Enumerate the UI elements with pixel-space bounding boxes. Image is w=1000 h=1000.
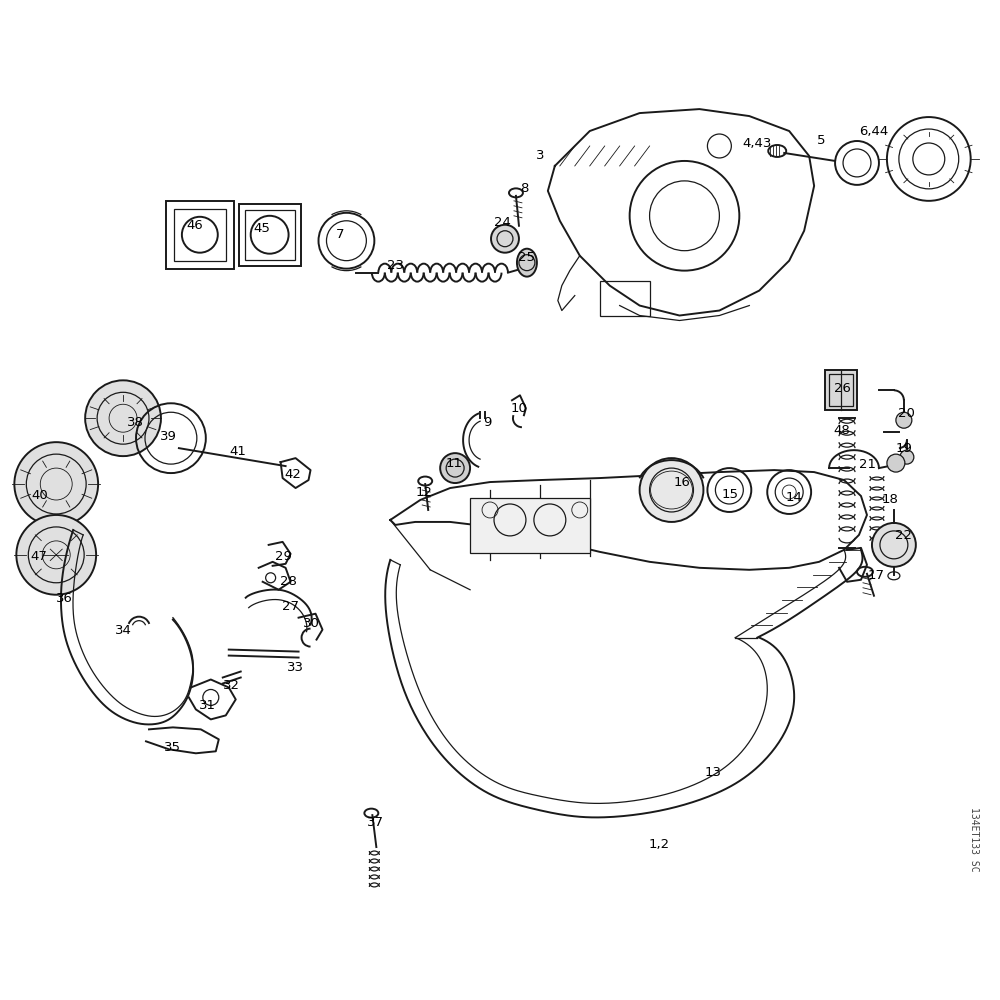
Text: 36: 36 [56,592,73,605]
Text: 48: 48 [834,424,850,437]
Text: 25: 25 [518,251,535,264]
Text: 13: 13 [705,766,722,779]
Text: 29: 29 [275,550,292,563]
Text: 7: 7 [336,228,345,241]
Text: 34: 34 [115,624,131,637]
Text: 38: 38 [127,416,143,429]
Circle shape [896,412,912,428]
Text: 45: 45 [253,222,270,235]
Text: 41: 41 [229,445,246,458]
Ellipse shape [517,249,537,277]
Bar [600,281,650,316]
Text: 47: 47 [31,550,48,563]
Bar [174,209,226,261]
Circle shape [887,454,905,472]
Bar [825,370,857,410]
Text: 12: 12 [416,486,433,499]
Text: 28: 28 [280,575,297,588]
Text: 17: 17 [867,569,884,582]
Text: 8: 8 [520,182,528,195]
Text: 134ET133 SC: 134ET133 SC [969,807,979,871]
Text: 40: 40 [31,489,48,502]
Text: 22: 22 [895,529,912,542]
Circle shape [14,442,98,526]
Bar [470,498,590,553]
Circle shape [440,453,470,483]
Text: 6,44: 6,44 [859,125,889,138]
Text: 26: 26 [834,382,850,395]
Circle shape [85,380,161,456]
Text: 31: 31 [199,699,216,712]
Text: 4,43: 4,43 [743,137,772,150]
Text: 11: 11 [446,457,463,470]
Circle shape [640,458,703,522]
Text: 39: 39 [159,430,176,443]
Text: 18: 18 [881,493,898,506]
Text: 33: 33 [287,661,304,674]
Circle shape [900,450,914,464]
Text: 1,2: 1,2 [649,838,670,851]
Bar [239,204,301,266]
Circle shape [872,523,916,567]
Text: 23: 23 [387,259,404,272]
Text: 46: 46 [186,219,203,232]
Text: 30: 30 [303,617,320,630]
Text: 16: 16 [674,476,691,489]
Text: 37: 37 [367,816,384,829]
Circle shape [16,515,96,595]
Text: 9: 9 [483,416,491,429]
Text: 35: 35 [164,741,181,754]
Text: 20: 20 [898,407,915,420]
Text: 42: 42 [284,468,301,481]
Bar [166,201,234,269]
Bar [245,210,295,260]
Bar [829,374,853,406]
Text: 14: 14 [786,491,803,504]
Text: 32: 32 [223,679,240,692]
Text: 19: 19 [895,442,912,455]
Text: 10: 10 [511,402,527,415]
Text: 5: 5 [817,134,825,147]
Text: 15: 15 [722,488,739,501]
Circle shape [491,225,519,253]
Text: 21: 21 [859,458,876,471]
Text: 24: 24 [494,216,510,229]
Text: 27: 27 [282,600,299,613]
Text: 3: 3 [536,149,544,162]
